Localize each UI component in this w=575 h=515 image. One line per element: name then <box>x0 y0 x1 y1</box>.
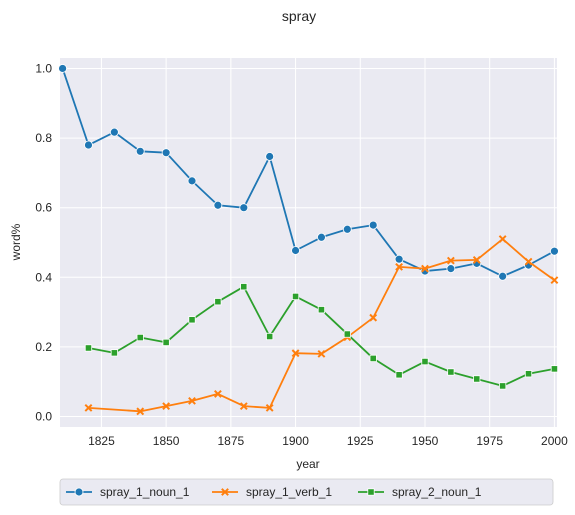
data-point <box>84 403 93 412</box>
data-point <box>109 127 119 137</box>
x-tick-label: 1825 <box>88 434 115 448</box>
data-point <box>473 375 481 383</box>
series-spray_1_noun_1 <box>58 64 559 281</box>
data-point <box>240 283 248 291</box>
data-point <box>550 276 559 285</box>
legend-label: spray_1_verb_1 <box>246 485 332 499</box>
legend: spray_1_noun_1 spray_1_verb_1 spray_2_noun… <box>59 478 554 506</box>
data-point <box>550 365 559 373</box>
y-tick-label: 0.4 <box>35 270 52 284</box>
legend-label: spray_2_noun_1 <box>392 485 482 499</box>
data-point <box>421 264 429 273</box>
x-tick-label: 1875 <box>217 434 244 448</box>
data-point <box>213 200 223 210</box>
y-tick-label: 0.6 <box>35 201 52 215</box>
data-point <box>135 146 145 156</box>
y-tick-label: 1.0 <box>35 61 52 75</box>
data-point <box>239 203 249 213</box>
grid <box>60 58 557 427</box>
data-point <box>421 357 429 366</box>
data-point <box>136 407 145 416</box>
data-point <box>84 344 93 352</box>
data-point <box>368 220 378 230</box>
data-point <box>394 254 404 264</box>
data-point <box>266 332 274 341</box>
data-point <box>447 368 455 376</box>
chart-title: spray <box>282 8 316 24</box>
data-point <box>498 235 507 243</box>
data-point <box>343 330 351 338</box>
data-point <box>213 390 222 398</box>
y-tick-label: 0.2 <box>35 340 52 354</box>
x-tick-label: 2000 <box>541 434 568 448</box>
legend-marker <box>221 488 229 496</box>
data-point <box>214 298 222 306</box>
plot-area <box>60 58 557 427</box>
data-point <box>110 349 118 357</box>
ticks: 1825 1850 1875 1900 1925 1950 1975 2000 0.0 0.2 0.… <box>35 61 568 448</box>
data-point <box>499 382 507 390</box>
data-point <box>317 232 326 242</box>
x-tick-label: 1950 <box>412 434 439 448</box>
data-point <box>524 257 533 266</box>
data-point <box>188 316 196 324</box>
data-point <box>291 246 300 255</box>
data-point <box>550 246 559 256</box>
legend-frame <box>59 478 554 506</box>
data-point <box>265 152 275 161</box>
series-spray_2_noun_1 <box>84 283 559 390</box>
x-tick-label: 1850 <box>153 434 180 448</box>
data-point <box>84 140 93 150</box>
data-point <box>446 264 456 274</box>
data-point <box>317 349 326 358</box>
data-point <box>239 402 248 411</box>
legend-item: spray_1_noun_1 <box>66 485 190 499</box>
legend-marker <box>74 487 84 497</box>
data-point <box>395 371 403 379</box>
legend-item: spray_2_noun_1 <box>358 485 482 499</box>
data-point <box>187 176 197 186</box>
data-point <box>369 313 378 322</box>
data-point <box>162 402 171 411</box>
series-layer <box>58 64 559 416</box>
data-point <box>265 403 274 412</box>
data-point <box>342 224 352 234</box>
data-point <box>161 148 171 158</box>
data-point <box>472 255 481 264</box>
data-point <box>317 306 326 314</box>
x-tick-label: 1925 <box>347 434 374 448</box>
data-point <box>446 256 455 265</box>
x-axis-label: year <box>296 457 319 471</box>
legend-item: spray_1_verb_1 <box>212 485 332 499</box>
x-tick-label: 1900 <box>282 434 309 448</box>
data-point <box>369 354 377 363</box>
y-tick-label: 0.8 <box>35 131 52 145</box>
data-point <box>136 333 144 342</box>
series-spray_1_verb_1 <box>84 235 559 416</box>
legend-marker <box>367 488 375 496</box>
y-axis-label: word% <box>9 223 23 261</box>
data-point <box>162 338 170 347</box>
data-point <box>291 349 300 358</box>
series-line <box>88 238 555 413</box>
legend-label: spray_1_noun_1 <box>100 485 190 499</box>
x-tick-label: 1975 <box>476 434 503 448</box>
data-point <box>498 271 508 281</box>
data-point <box>58 64 67 73</box>
y-tick-label: 0.0 <box>35 410 52 424</box>
data-point <box>188 396 196 405</box>
data-point <box>291 292 300 301</box>
data-point <box>395 262 404 271</box>
data-point <box>524 370 533 378</box>
